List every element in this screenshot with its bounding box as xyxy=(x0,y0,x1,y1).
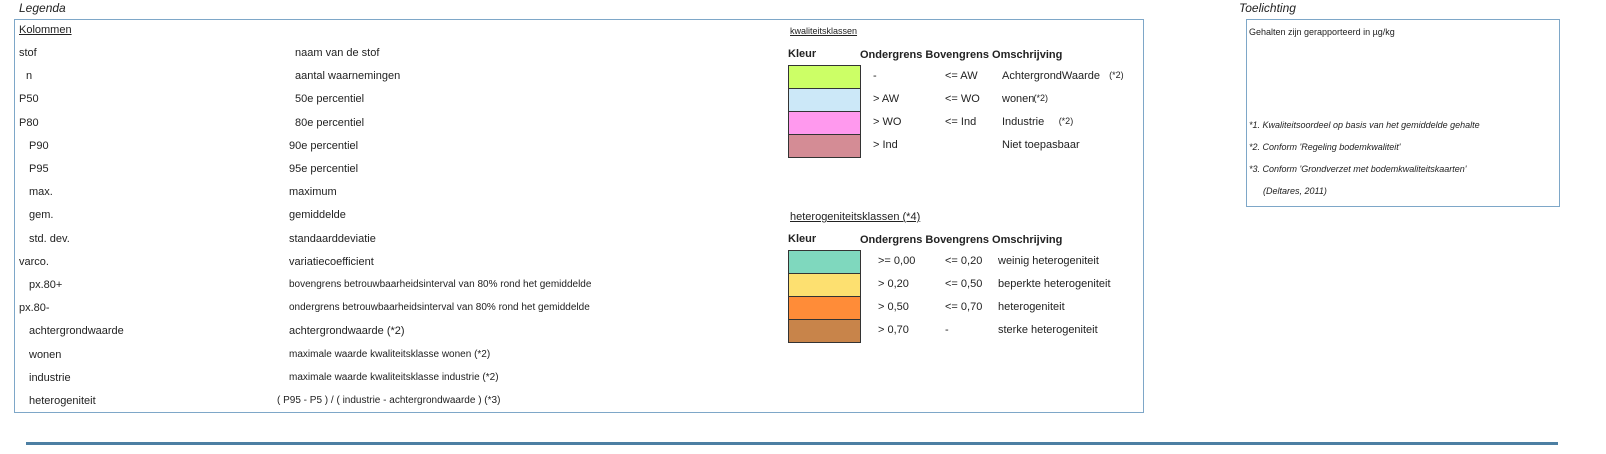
footnote-ref: (*2) xyxy=(1109,70,1124,80)
column-code: std. dev. xyxy=(29,233,70,245)
kwaliteit-kleur-header: Kleur xyxy=(788,48,817,60)
column-code: max. xyxy=(29,186,53,198)
description: heterogeniteit xyxy=(998,301,1065,313)
column-code: gem. xyxy=(29,209,54,221)
toelichting-box xyxy=(1246,19,1560,207)
description: Niet toepasbaar xyxy=(1002,139,1080,151)
toelichting-note-3: *3. Conform 'Grondverzet met bodemkwalit… xyxy=(1249,164,1467,174)
upper-bound: - xyxy=(945,324,949,336)
columns-heading: Kolommen xyxy=(19,24,72,36)
column-code: stof xyxy=(19,47,37,59)
column-description: maximale waarde kwaliteitsklasse wonen (… xyxy=(289,349,491,360)
column-description: 95e percentiel xyxy=(289,163,359,175)
column-description: gemiddelde xyxy=(289,209,346,221)
color-swatch xyxy=(788,250,861,274)
description: AchtergrondWaarde xyxy=(1002,70,1101,82)
lower-bound: >= 0,00 xyxy=(878,255,916,267)
upper-bound: <= 0,20 xyxy=(945,255,983,267)
lower-bound: > WO xyxy=(873,116,902,128)
toelichting-note-2: *2. Conform 'Regeling bodemkwaliteit' xyxy=(1249,142,1401,152)
column-code: px.80- xyxy=(19,302,50,314)
column-description: maximale waarde kwaliteitsklasse industr… xyxy=(289,372,499,383)
upper-bound: <= WO xyxy=(945,93,980,105)
column-description: bovengrens betrouwbaarheidsinterval van … xyxy=(289,279,592,290)
color-swatch xyxy=(788,134,861,158)
column-code: heterogeniteit xyxy=(29,395,96,407)
column-code: P95 xyxy=(29,163,49,175)
column-code: varco. xyxy=(19,256,49,268)
column-code: P50 xyxy=(19,93,39,105)
column-description: aantal waarnemingen xyxy=(295,70,401,82)
column-code: wonen xyxy=(29,349,62,361)
description: Industrie xyxy=(1002,116,1045,128)
column-description: 90e percentiel xyxy=(289,140,359,152)
footer-divider xyxy=(26,442,1558,445)
column-description: standaarddeviatie xyxy=(289,233,376,245)
column-code: industrie xyxy=(29,372,71,384)
kwaliteit-heading: kwaliteitsklassen xyxy=(790,26,858,36)
lower-bound: > AW xyxy=(873,93,900,105)
column-description: achtergrondwaarde (*2) xyxy=(289,325,405,337)
toelichting-title: Toelichting xyxy=(1239,1,1296,15)
color-swatch xyxy=(788,65,861,89)
description: weinig heterogeniteit xyxy=(998,255,1099,267)
toelichting-note-1: *1. Kwaliteitsoordeel op basis van het g… xyxy=(1249,120,1480,130)
lower-bound: - xyxy=(873,70,877,82)
upper-bound: <= AW xyxy=(945,70,978,82)
kwaliteit-columns-header: Ondergrens Bovengrens Omschrijving xyxy=(860,49,1063,61)
column-description: variatiecoefficient xyxy=(289,256,374,268)
legend-box xyxy=(14,19,1144,413)
column-code: achtergrondwaarde xyxy=(29,325,124,337)
column-description: naam van de stof xyxy=(295,47,380,59)
upper-bound: <= 0,50 xyxy=(945,278,983,290)
color-swatch xyxy=(788,319,861,343)
color-swatch xyxy=(788,296,861,320)
heterogeniteit-kleur-header: Kleur xyxy=(788,233,817,245)
color-swatch xyxy=(788,88,861,112)
column-code: P80 xyxy=(19,117,39,129)
color-swatch xyxy=(788,273,861,297)
footnote-ref: (*2) xyxy=(1058,116,1074,126)
column-description: 80e percentiel xyxy=(295,117,365,129)
column-description: ondergrens betrouwbaarheidsinterval van … xyxy=(289,302,590,313)
color-swatch xyxy=(788,111,861,135)
column-code: n xyxy=(26,70,33,82)
description: sterke heterogeniteit xyxy=(998,324,1098,336)
description: wonen xyxy=(1002,93,1035,105)
column-code: P90 xyxy=(29,140,49,152)
footnote-ref: (*2) xyxy=(1033,93,1049,103)
column-description: 50e percentiel xyxy=(295,93,365,105)
description: beperkte heterogeniteit xyxy=(998,278,1111,290)
heterogeniteit-heading: heterogeniteitsklassen (*4) xyxy=(790,211,921,223)
column-code: px.80+ xyxy=(29,279,63,291)
lower-bound: > 0,70 xyxy=(878,324,909,336)
heterogeniteit-columns-header: Ondergrens Bovengrens Omschrijving xyxy=(860,234,1063,246)
toelichting-note-4: (Deltares, 2011) xyxy=(1263,186,1327,196)
toelichting-units: Gehalten zijn gerapporteerd in µg/kg xyxy=(1249,27,1395,37)
column-description: ( P95 - P5 ) / ( industrie - achtergrond… xyxy=(277,395,501,406)
lower-bound: > Ind xyxy=(873,139,898,151)
lower-bound: > 0,20 xyxy=(878,278,909,290)
legend-title: Legenda xyxy=(19,1,66,15)
lower-bound: > 0,50 xyxy=(878,301,909,313)
upper-bound: <= Ind xyxy=(945,116,977,128)
upper-bound: <= 0,70 xyxy=(945,301,983,313)
column-description: maximum xyxy=(289,186,337,198)
